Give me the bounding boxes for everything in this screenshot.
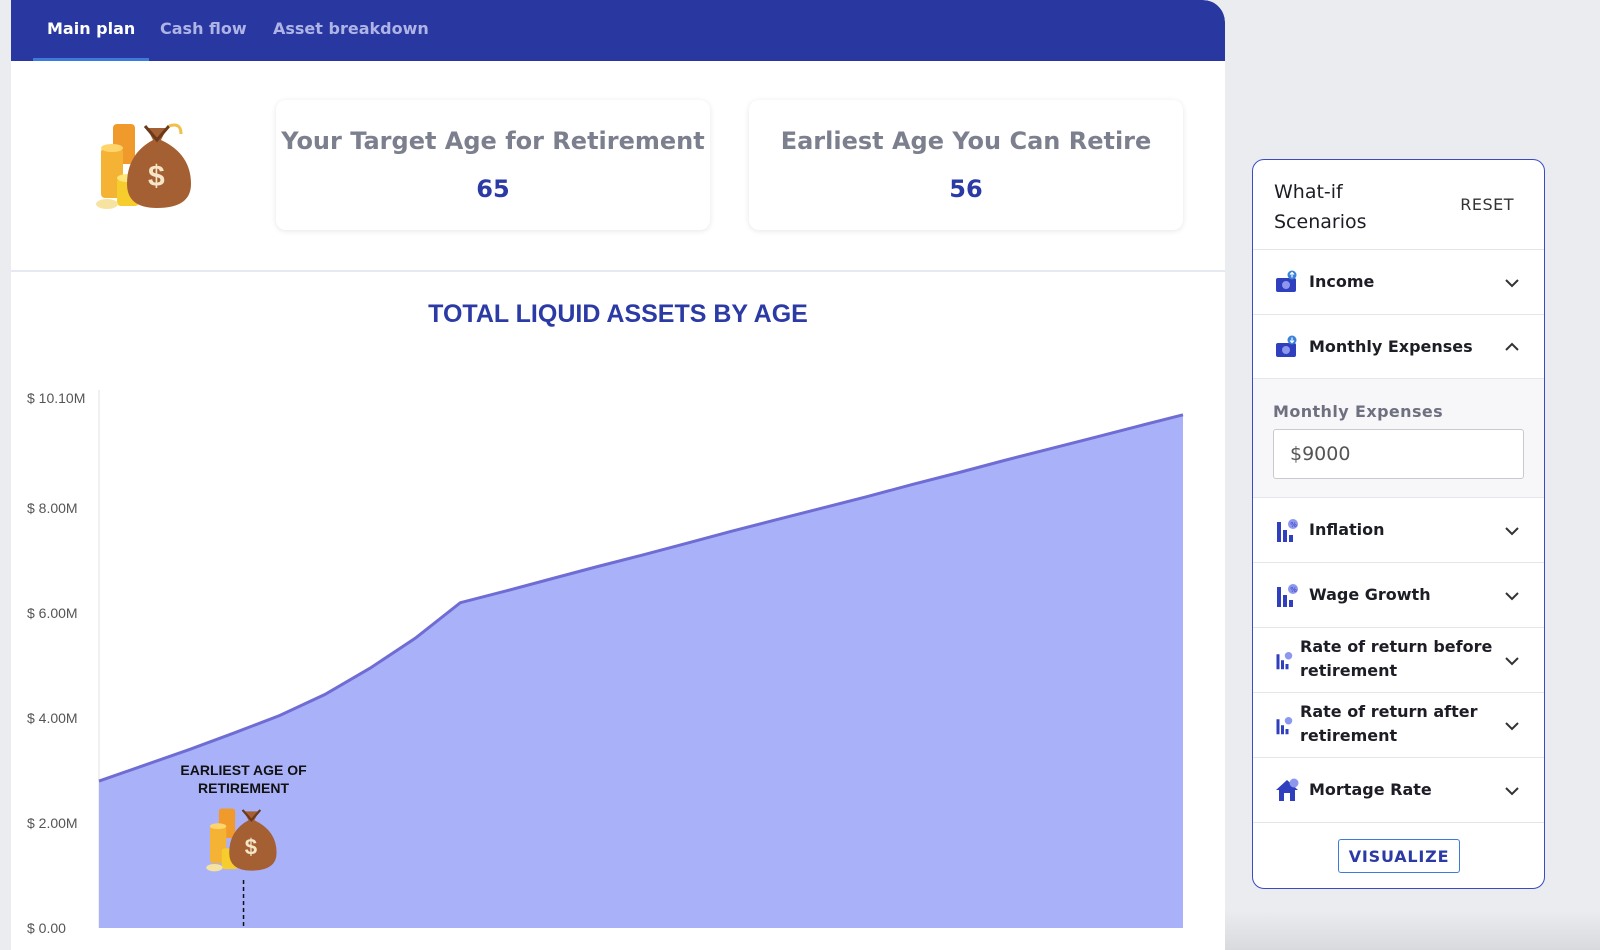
- earliest-age-card: Earliest Age You Can Retire 56: [749, 100, 1183, 230]
- bar-percent-icon: %: [1277, 584, 1298, 607]
- top-navigation: Main plan Cash flow Asset breakdown: [11, 0, 1225, 61]
- money-icon: [1276, 335, 1297, 357]
- monthly-expenses-input[interactable]: [1273, 429, 1524, 479]
- reset-button[interactable]: RESET: [1460, 195, 1514, 214]
- y-tick-label: $ 10.10M: [27, 390, 85, 406]
- target-age-card: Your Target Age for Retirement 65: [276, 100, 710, 230]
- visualize-button[interactable]: VISUALIZE: [1338, 839, 1460, 873]
- background-shade: [1225, 910, 1600, 950]
- annotation-label: RETIREMENT: [198, 780, 289, 796]
- y-tick-label: $ 8.00M: [27, 500, 78, 516]
- panel-header: What-if Scenarios RESET: [1253, 160, 1544, 250]
- panel-title: What-if Scenarios: [1274, 181, 1367, 233]
- svg-text:%: %: [1290, 586, 1297, 594]
- svg-text:%: %: [1290, 521, 1297, 529]
- svg-text:$: $: [148, 160, 165, 193]
- chevron-down-icon: [1505, 722, 1519, 731]
- y-tick-label: $ 0.00: [27, 920, 66, 936]
- monthly-expenses-editor: Monthly Expenses: [1253, 378, 1544, 498]
- main-plan-card: Main plan Cash flow Asset breakdown $ Yo…: [11, 0, 1225, 950]
- bar-percent-icon: [1276, 652, 1293, 670]
- earliest-age-value: 56: [949, 175, 983, 203]
- annotation-label: EARLIEST AGE OF: [180, 762, 307, 778]
- scenario-inflation-label: Inflation: [1309, 520, 1385, 539]
- target-age-label: Your Target Age for Retirement: [281, 127, 705, 155]
- money-icon: [1276, 270, 1297, 292]
- money-bag-icon: $: [206, 808, 277, 872]
- house-icon: [1276, 778, 1299, 801]
- scenario-mortgage-rate[interactable]: Mortage Rate: [1253, 758, 1544, 823]
- chevron-down-icon: [1505, 592, 1519, 601]
- scenario-monthly-expenses[interactable]: Monthly Expenses: [1253, 315, 1544, 380]
- active-tab-indicator: [33, 58, 149, 61]
- target-age-value: 65: [476, 175, 510, 203]
- chart-title: TOTAL LIQUID ASSETS BY AGE: [428, 300, 808, 328]
- scenario-wage-growth[interactable]: % Wage Growth: [1253, 563, 1544, 628]
- bar-percent-icon: %: [1277, 519, 1298, 542]
- chevron-down-icon: [1505, 657, 1519, 666]
- section-divider: [11, 270, 1225, 272]
- scenario-monthly-expenses-label: Monthly Expenses: [1309, 337, 1473, 356]
- scenario-rate-before-retirement[interactable]: Rate of return before retirement: [1253, 628, 1544, 693]
- scenario-income-label: Income: [1309, 272, 1375, 291]
- scenario-mortgage-rate-label: Mortage Rate: [1309, 780, 1432, 799]
- scenario-rate-before-label: Rate of return before retirement: [1300, 637, 1493, 680]
- y-tick-label: $ 6.00M: [27, 605, 78, 621]
- tab-cash-flow[interactable]: Cash flow: [160, 19, 247, 38]
- bar-percent-icon: [1276, 717, 1293, 735]
- scenario-wage-growth-label: Wage Growth: [1309, 585, 1431, 604]
- money-bag-icon: $: [96, 123, 191, 209]
- assets-area-chart: $ 10.10M $ 8.00M $ 6.00M $ 4.00M $ 2.00M $ 0.…: [27, 390, 1184, 936]
- chevron-down-icon: [1505, 787, 1519, 796]
- tab-asset-breakdown[interactable]: Asset breakdown: [273, 19, 429, 38]
- chevron-up-icon: [1505, 342, 1519, 351]
- what-if-panel: What-if Scenarios RESET Income Monthly E…: [1252, 159, 1545, 889]
- chevron-down-icon: [1505, 279, 1519, 288]
- scenario-inflation[interactable]: % Inflation: [1253, 498, 1544, 563]
- monthly-expenses-field-label: Monthly Expenses: [1273, 402, 1444, 421]
- earliest-age-label: Earliest Age You Can Retire: [780, 127, 1152, 155]
- y-tick-label: $ 2.00M: [27, 815, 78, 831]
- scenario-rate-after-label: Rate of return after retirement: [1300, 702, 1478, 745]
- series-line: [98, 413, 1184, 783]
- chevron-down-icon: [1505, 527, 1519, 536]
- svg-text:$: $: [245, 834, 258, 859]
- y-tick-label: $ 4.00M: [27, 710, 78, 726]
- scenario-income[interactable]: Income: [1253, 250, 1544, 315]
- scenario-rate-after-retirement[interactable]: Rate of return after retirement: [1253, 693, 1544, 758]
- area-fill: [99, 414, 1183, 928]
- tab-main-plan[interactable]: Main plan: [47, 19, 136, 38]
